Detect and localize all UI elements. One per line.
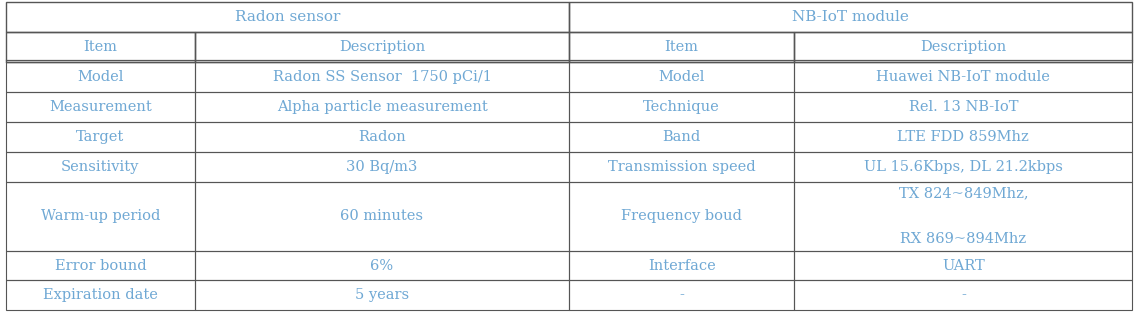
Text: Item: Item xyxy=(665,41,699,55)
Text: Radon sensor: Radon sensor xyxy=(234,10,340,24)
Bar xyxy=(6,251,195,280)
Text: Radon: Radon xyxy=(358,130,406,144)
Text: Sensitivity: Sensitivity xyxy=(61,160,140,174)
Text: Rel. 13 NB-IoT: Rel. 13 NB-IoT xyxy=(908,100,1019,114)
Bar xyxy=(195,152,569,182)
Bar xyxy=(794,182,1132,251)
Bar xyxy=(6,32,195,62)
Text: Expiration date: Expiration date xyxy=(43,289,158,302)
Text: Target: Target xyxy=(76,130,124,144)
Bar xyxy=(6,280,195,310)
Bar xyxy=(569,122,794,152)
Bar xyxy=(195,62,569,92)
Text: Band: Band xyxy=(662,130,701,144)
Bar xyxy=(6,182,195,251)
Bar xyxy=(794,152,1132,182)
Text: Technique: Technique xyxy=(643,100,720,114)
Bar xyxy=(569,280,794,310)
Text: Warm-up period: Warm-up period xyxy=(41,209,160,223)
Text: Frequency boud: Frequency boud xyxy=(621,209,742,223)
Text: Description: Description xyxy=(921,41,1006,55)
Bar xyxy=(794,251,1132,280)
Bar xyxy=(195,92,569,122)
Text: Huawei NB-IoT module: Huawei NB-IoT module xyxy=(876,71,1050,85)
Bar xyxy=(794,32,1132,62)
Bar xyxy=(794,92,1132,122)
Bar xyxy=(569,92,794,122)
Text: Measurement: Measurement xyxy=(49,100,151,114)
Bar xyxy=(794,122,1132,152)
Bar xyxy=(195,32,569,62)
Bar xyxy=(569,182,794,251)
Bar xyxy=(195,251,569,280)
Bar xyxy=(569,152,794,182)
Text: TX 824~849Mhz,

RX 869~894Mhz: TX 824~849Mhz, RX 869~894Mhz xyxy=(899,187,1028,246)
Bar xyxy=(195,280,569,310)
Bar xyxy=(569,32,794,62)
Text: LTE FDD 859Mhz: LTE FDD 859Mhz xyxy=(898,130,1029,144)
Text: NB-IoT module: NB-IoT module xyxy=(792,10,909,24)
Text: Interface: Interface xyxy=(648,259,716,272)
Bar xyxy=(195,182,569,251)
Bar xyxy=(569,62,794,92)
Bar xyxy=(569,2,1132,32)
Bar xyxy=(794,280,1132,310)
Text: Item: Item xyxy=(83,41,117,55)
Text: 30 Bq/m3: 30 Bq/m3 xyxy=(346,160,418,174)
Text: Error bound: Error bound xyxy=(55,259,146,272)
Text: Transmission speed: Transmission speed xyxy=(608,160,756,174)
Text: -: - xyxy=(679,289,684,302)
Text: Radon SS Sensor  1750 pCi/1: Radon SS Sensor 1750 pCi/1 xyxy=(272,71,492,85)
Text: 60 minutes: 60 minutes xyxy=(340,209,423,223)
Text: Model: Model xyxy=(659,71,704,85)
Text: 5 years: 5 years xyxy=(355,289,409,302)
Bar xyxy=(6,122,195,152)
Text: UART: UART xyxy=(942,259,984,272)
Bar xyxy=(6,62,195,92)
Text: 6%: 6% xyxy=(370,259,394,272)
Bar xyxy=(6,152,195,182)
Bar xyxy=(6,92,195,122)
Text: -: - xyxy=(960,289,966,302)
Text: UL 15.6Kbps, DL 21.2kbps: UL 15.6Kbps, DL 21.2kbps xyxy=(864,160,1063,174)
Bar xyxy=(794,62,1132,92)
Text: Description: Description xyxy=(339,41,426,55)
Bar xyxy=(195,122,569,152)
Text: Model: Model xyxy=(77,71,124,85)
Text: Alpha particle measurement: Alpha particle measurement xyxy=(277,100,487,114)
Bar xyxy=(569,251,794,280)
Bar xyxy=(6,2,569,32)
